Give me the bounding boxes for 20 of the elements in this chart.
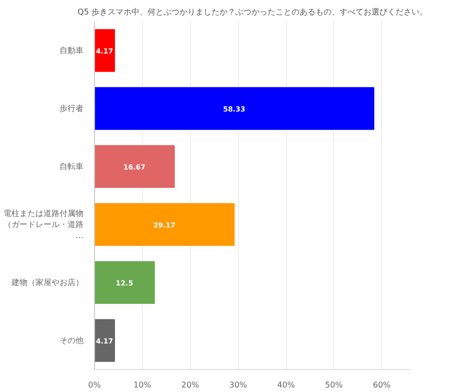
bar [94, 319, 115, 362]
y-tick-label: 歩行者 [60, 104, 84, 113]
bar [94, 87, 374, 130]
y-tick-label: 電柱または道路付属物（ガードレール・道路… [4, 209, 84, 240]
chart-title: Q5 歩きスマホ中、何とぶつかりましたか？ぶつかったことのあるもの、すべてお選びください。 [78, 8, 428, 16]
bar [94, 145, 175, 188]
y-tick-label: その他 [60, 336, 84, 345]
x-tick-label: 30% [229, 380, 248, 390]
y-tick-label: 自転車 [60, 162, 84, 171]
bar [94, 203, 235, 246]
x-tick-label: 0% [88, 380, 102, 390]
x-tick-label: 10% [133, 380, 152, 390]
bar [94, 29, 115, 72]
x-tick-label: 20% [181, 380, 200, 390]
x-tick-label: 40% [277, 380, 296, 390]
x-tick-label: 60% [372, 380, 392, 390]
bar [94, 261, 155, 304]
y-tick-label: 建物（家屋やお店） [10, 278, 84, 287]
x-tick-label: 50% [325, 380, 344, 390]
y-tick-label: 自動車 [60, 46, 84, 55]
